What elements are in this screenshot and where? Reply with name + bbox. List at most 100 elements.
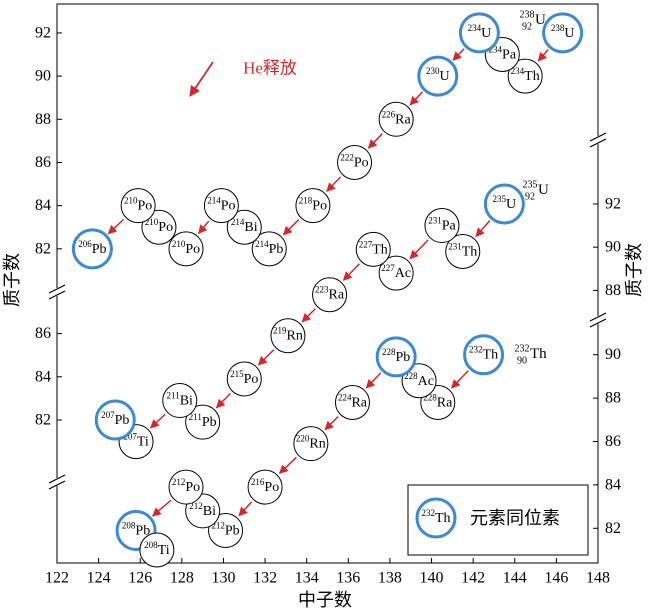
- decay-arrow: [326, 176, 342, 192]
- nuclide: 231Pa: [424, 208, 460, 244]
- nuclide-circle: [295, 188, 331, 224]
- nuclide: 206Pb: [71, 228, 113, 270]
- x-tick-label: 128: [170, 570, 194, 587]
- nuclide-circle: [226, 209, 262, 245]
- nuclide-circle: [293, 426, 329, 462]
- nuclide-label: 234U: [468, 23, 492, 41]
- x-tick-label: 130: [211, 570, 235, 587]
- nuclide: 212Pb: [208, 512, 244, 548]
- nuclide-label-mass: 211: [189, 412, 202, 422]
- nuclide-label: 228Ra: [423, 392, 453, 410]
- nuclide-label: 214Po: [207, 196, 235, 214]
- nuclide-label-mass: 210: [145, 217, 159, 227]
- nuclide-circle: [139, 532, 175, 568]
- y-tick-label: 86: [35, 154, 51, 171]
- nuclide-label-symbol: Th: [524, 69, 540, 84]
- nuclide-label-symbol: Th: [372, 242, 388, 257]
- nuclide-label-symbol: Po: [312, 198, 327, 213]
- nuclide-label-mass: 212: [189, 501, 203, 511]
- nuclide-label-symbol: U: [564, 25, 574, 40]
- chain-title-mass: 232: [515, 344, 530, 355]
- y-tick-label: 86: [35, 325, 51, 342]
- y-tick-label: 90: [605, 239, 621, 256]
- decay-arrow: [282, 219, 300, 236]
- nuclide-label-symbol: Bi: [244, 220, 257, 235]
- axis-break-gap: [51, 288, 63, 296]
- nuclide-label: 238U: [551, 23, 575, 41]
- x-tick-label: 144: [503, 570, 527, 587]
- nuclide-label-symbol: Ra: [351, 395, 367, 410]
- x-tick-label: 132: [253, 570, 277, 587]
- nuclide: 228Pb: [375, 336, 417, 378]
- nuclide: 212Po: [168, 469, 204, 505]
- y-tick-label: 82: [35, 240, 51, 257]
- axis-break-mark: [589, 312, 607, 322]
- y-tick-label: 82: [35, 411, 51, 428]
- nuclide-label: 212Pb: [211, 520, 239, 538]
- y-axis-label-right: 质子数: [624, 243, 644, 297]
- axis-break-mark: [48, 284, 66, 294]
- nuclide-label-mass: 235: [493, 194, 507, 204]
- nuclide-circle: [334, 384, 370, 420]
- nuclide: 220Rn: [293, 426, 329, 462]
- nuclide-label-mass: 214: [231, 217, 245, 227]
- nuclide-label-mass: 231: [428, 216, 442, 226]
- nuclide-circle: [378, 101, 414, 137]
- decay-arrow: [215, 392, 231, 409]
- x-tick-label: 140: [420, 570, 444, 587]
- nuclide-label-symbol: U: [506, 196, 516, 211]
- nuclide-label-symbol: Ti: [158, 542, 170, 557]
- nuclide-circle: [226, 361, 262, 397]
- nuclide: 211Bi: [162, 383, 198, 419]
- nuclide-label-symbol: Pb: [92, 241, 107, 256]
- nuclide-circle: [168, 469, 204, 505]
- nuclide-label-mass: 211: [167, 391, 180, 401]
- nuclide-label: 218Po: [299, 196, 327, 214]
- nuclide-label-mass: 212: [211, 520, 225, 530]
- axis-break-mark: [48, 290, 66, 300]
- axis-break-mark: [589, 138, 607, 148]
- nuclide-label-symbol: Rn: [309, 436, 325, 451]
- nuclide-label: 222Po: [340, 152, 368, 170]
- decay-arrow: [451, 370, 469, 389]
- nuclide-label: 224Ra: [338, 392, 368, 410]
- nuclide-label-mass: 215: [230, 369, 244, 379]
- x-tick-label: 142: [461, 570, 485, 587]
- nuclide-circle: [162, 383, 198, 419]
- nuclide-label-mass: 208: [122, 520, 136, 530]
- nuclide-label: 210Po: [124, 196, 152, 214]
- nuclide-label: 215Po: [230, 369, 258, 387]
- nuclide-label-mass: 212: [172, 477, 186, 487]
- legend-symbol: [415, 497, 457, 539]
- nuclide: 216Po: [247, 469, 283, 505]
- nuclide-label-symbol: Po: [158, 220, 173, 235]
- x-axis-label: 中子数: [298, 590, 352, 610]
- nuclide: 230U: [417, 55, 459, 97]
- nuclide-circle: [424, 208, 460, 244]
- nuclide-label-mass: 227: [381, 263, 395, 273]
- nuclide-label-symbol: Pb: [225, 523, 240, 538]
- legend-symbol-label: 232Th: [421, 508, 450, 526]
- nuclide: 224Ra: [334, 384, 370, 420]
- y-tick-label: 84: [35, 368, 51, 385]
- decay-arrow: [324, 415, 339, 431]
- chain-title-symbol: U: [535, 12, 546, 28]
- nuclide-label-mass: 210: [172, 239, 186, 249]
- y-tick-label: 92: [35, 24, 51, 41]
- nuclide-label: 234Th: [511, 66, 540, 84]
- nuclide-label: 210Po: [172, 239, 200, 257]
- annotation: He释放: [243, 59, 297, 78]
- nuclide-label: 214Bi: [231, 217, 258, 235]
- nuclide-label: 219Rn: [273, 326, 303, 344]
- nuclide-label: 226Ra: [382, 109, 412, 127]
- y-axis-label: 质子数: [2, 253, 22, 307]
- legend: 232Th 元素同位素: [407, 484, 589, 556]
- nuclide-label: 227Th: [359, 239, 388, 257]
- chain-title-symbol: Th: [530, 346, 547, 362]
- nuclide-label: 212Bi: [189, 501, 216, 519]
- nuclide-label: 230U: [426, 66, 450, 84]
- nuclide-label-mass: 226: [382, 109, 396, 119]
- nuclide-label: 214Pb: [255, 239, 283, 257]
- nuclide-label: 228Ac: [404, 371, 434, 389]
